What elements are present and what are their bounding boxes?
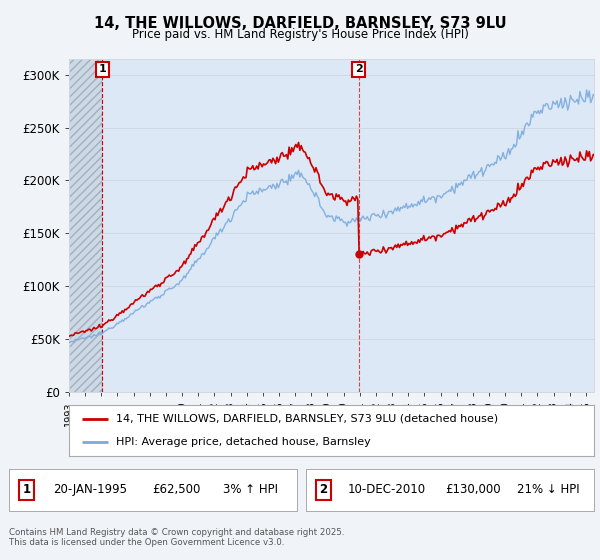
Text: 1: 1 [22, 483, 31, 496]
Text: 2: 2 [319, 483, 328, 496]
Text: 3% ↑ HPI: 3% ↑ HPI [223, 483, 278, 496]
Text: £62,500: £62,500 [152, 483, 200, 496]
Text: 14, THE WILLOWS, DARFIELD, BARNSLEY, S73 9LU: 14, THE WILLOWS, DARFIELD, BARNSLEY, S73… [94, 16, 506, 31]
Text: 14, THE WILLOWS, DARFIELD, BARNSLEY, S73 9LU (detached house): 14, THE WILLOWS, DARFIELD, BARNSLEY, S73… [116, 414, 499, 424]
Bar [69, 59, 102, 392]
Text: 20-JAN-1995: 20-JAN-1995 [53, 483, 127, 496]
Text: £130,000: £130,000 [445, 483, 501, 496]
Bar [69, 59, 102, 392]
Text: 10-DEC-2010: 10-DEC-2010 [347, 483, 426, 496]
Text: HPI: Average price, detached house, Barnsley: HPI: Average price, detached house, Barn… [116, 437, 371, 447]
Bar [102, 59, 594, 392]
Text: 21% ↓ HPI: 21% ↓ HPI [517, 483, 579, 496]
Text: Price paid vs. HM Land Registry's House Price Index (HPI): Price paid vs. HM Land Registry's House … [131, 28, 469, 41]
Text: 1: 1 [98, 64, 106, 74]
Text: Contains HM Land Registry data © Crown copyright and database right 2025.
This d: Contains HM Land Registry data © Crown c… [9, 528, 344, 547]
Text: 2: 2 [355, 64, 362, 74]
